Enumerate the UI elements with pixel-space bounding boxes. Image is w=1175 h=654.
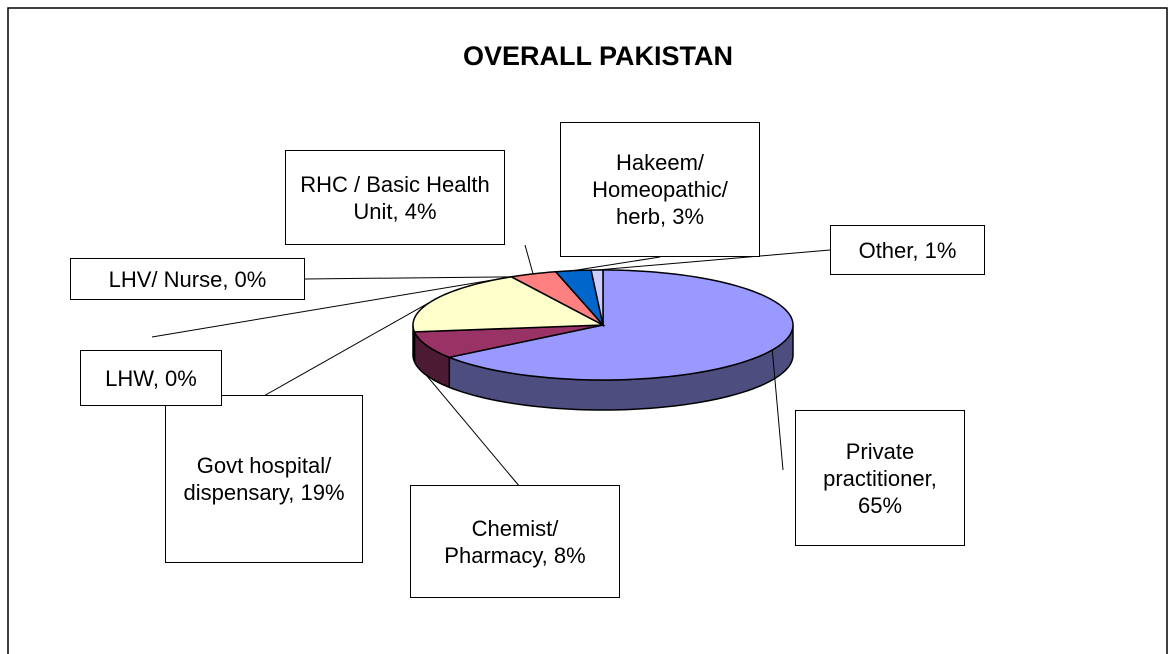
leader-line: [261, 299, 434, 398]
data-label: LHV/ Nurse, 0%: [70, 258, 305, 300]
data-label: LHW, 0%: [80, 350, 222, 406]
leader-line: [151, 276, 512, 338]
pie-slice: [412, 276, 606, 333]
pie-slice: [413, 324, 604, 359]
leader-line: [524, 244, 534, 274]
data-label: Private practitioner, 65%: [795, 410, 965, 546]
leader-line: [425, 374, 521, 488]
data-label: Chemist/ Pharmacy, 8%: [410, 485, 620, 598]
leader-lines: [151, 244, 831, 488]
pie-slice: [446, 269, 794, 381]
data-label: Hakeem/ Homeopathic/ herb, 3%: [560, 122, 760, 257]
leader-line: [596, 249, 831, 271]
leader-line: [573, 256, 661, 272]
leader-line: [304, 276, 512, 280]
data-label: RHC / Basic Health Unit, 4%: [285, 150, 505, 245]
data-label: Other, 1%: [830, 225, 985, 275]
leader-line: [771, 349, 784, 471]
data-label: Govt hospital/ dispensary, 19%: [165, 395, 363, 563]
chart-title: OVERALL PAKISTAN: [463, 41, 733, 71]
pie-tops: [412, 269, 794, 381]
